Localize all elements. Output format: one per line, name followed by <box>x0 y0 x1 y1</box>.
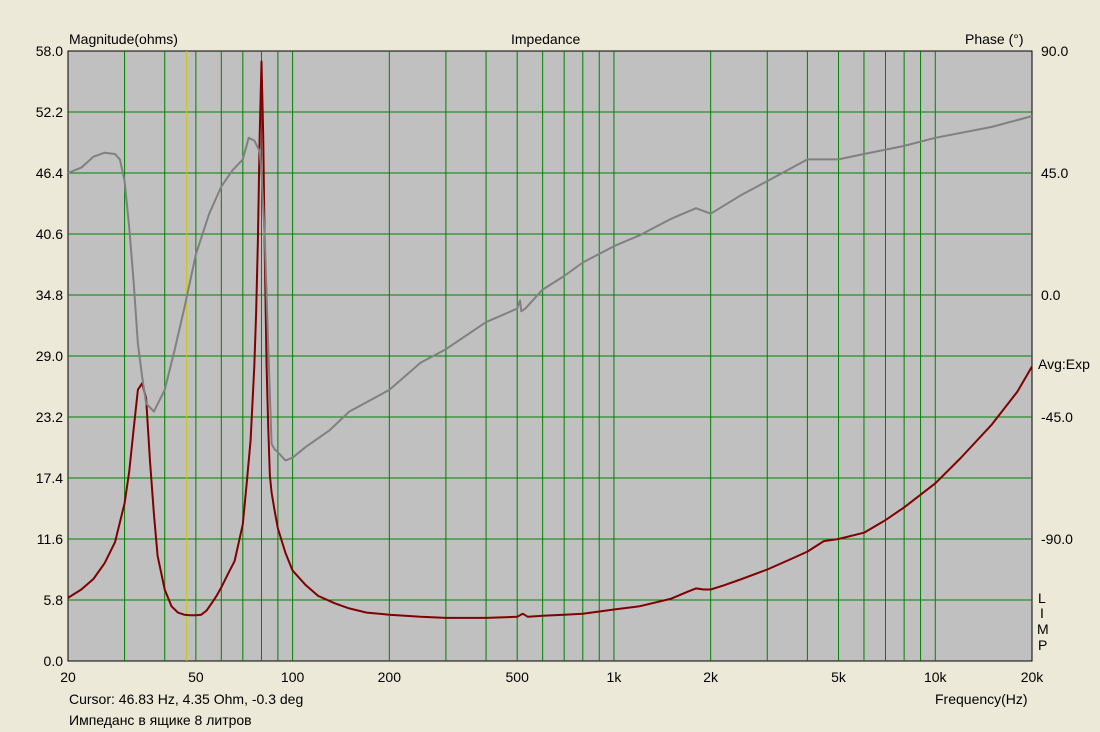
limp-l: L <box>1038 590 1046 606</box>
x-tick-label-9: 20k <box>1021 669 1045 685</box>
chart-title: Impedance <box>511 31 581 47</box>
x-tick-label-3: 200 <box>378 669 402 685</box>
limp-i: I <box>1040 605 1044 621</box>
series-layer <box>67 60 1033 619</box>
y-tick-label-3: 40.6 <box>36 226 63 242</box>
y2-tick-label-0: 90.0 <box>1041 43 1068 59</box>
y-tick-label-2: 46.4 <box>36 165 63 181</box>
y-tick-label-1: 52.2 <box>36 104 63 120</box>
y-tick-label-5: 29.0 <box>36 348 63 364</box>
magnitude-series-line <box>67 60 1033 619</box>
y2-tick-label-3: -45.0 <box>1041 409 1073 425</box>
x-tick-label-5: 1k <box>607 669 623 685</box>
x-tick-label-8: 10k <box>924 669 948 685</box>
x-tick-label-6: 2k <box>703 669 719 685</box>
y-tick-label-7: 17.4 <box>36 470 63 486</box>
y-tick-label-4: 34.8 <box>36 287 63 303</box>
y-axis-title: Magnitude(ohms) <box>69 31 178 47</box>
x-tick-label-2: 100 <box>281 669 305 685</box>
x-tick-label-1: 50 <box>188 669 204 685</box>
y2-tick-label-4: -90.0 <box>1041 531 1073 547</box>
grid-layer <box>68 51 1032 661</box>
y2-axis-title: Phase (°) <box>965 31 1024 47</box>
phase-series-line <box>67 115 1033 462</box>
limp-p: P <box>1038 637 1048 653</box>
avg-label: Avg:Exp <box>1038 356 1090 372</box>
y-tick-label-8: 11.6 <box>37 531 63 547</box>
x-axis-title: Frequency(Hz) <box>935 691 1028 707</box>
cursor-readout: Cursor: 46.83 Hz, 4.35 Ohm, -0.3 deg <box>69 691 304 707</box>
y-tick-label-6: 23.2 <box>36 409 63 425</box>
y-tick-label-9: 5.8 <box>44 592 64 608</box>
tick-layer: 58.0 52.2 46.4 40.6 34.8 29.0 23.2 17.4 11.6 5.8 0… <box>36 43 1073 685</box>
y2-tick-label-1: 45.0 <box>1041 165 1068 181</box>
x-tick-label-0: 20 <box>60 669 76 685</box>
caption: Импеданс в ящике 8 литров <box>69 712 252 728</box>
y2-tick-label-2: 0.0 <box>1041 287 1061 303</box>
limp-m: M <box>1037 621 1049 637</box>
x-tick-label-7: 5k <box>831 669 847 685</box>
y-tick-label-0: 58.0 <box>36 43 63 59</box>
y-tick-label-10: 0.0 <box>44 653 64 669</box>
x-tick-label-4: 500 <box>506 669 530 685</box>
